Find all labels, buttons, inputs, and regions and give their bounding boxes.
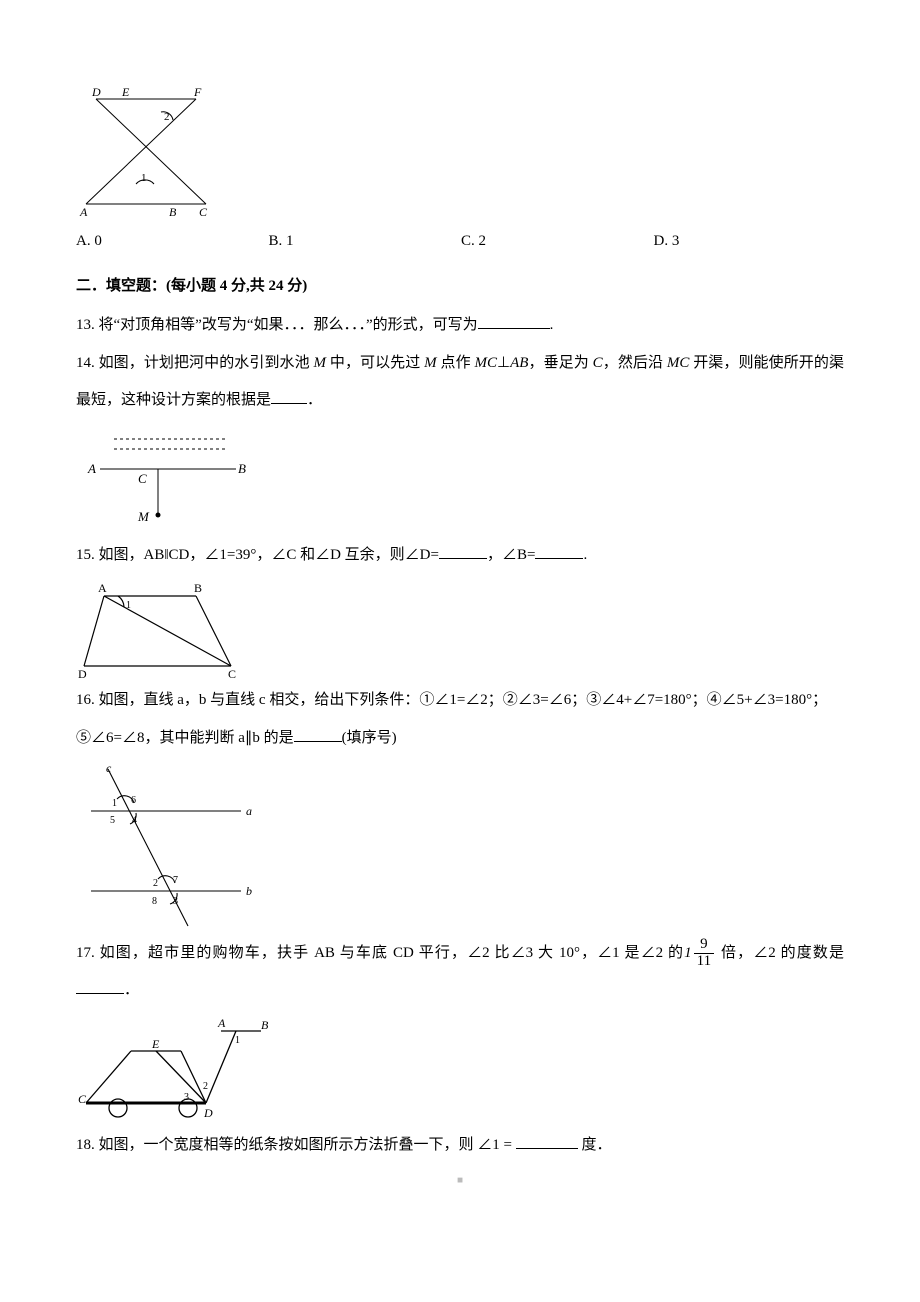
q14-label-C: C xyxy=(138,471,147,486)
q14-t1: 中，可以先过 xyxy=(326,355,424,371)
q16-a: a xyxy=(246,804,252,818)
q17-mid: 倍，∠2 的度数是 xyxy=(716,945,844,961)
q16-n6: 6 xyxy=(131,795,136,806)
q15-svg: A B D C 1 xyxy=(76,578,246,678)
label-B: B xyxy=(169,205,177,219)
q15-blank2[interactable] xyxy=(535,545,583,559)
opt-D: D. 3 xyxy=(654,223,847,260)
q12-options: A. 0 B. 1 C. 2 D. 3 xyxy=(76,223,846,260)
q14-svg: A B C M xyxy=(76,423,256,533)
q16-b: b xyxy=(246,884,252,898)
q18-angle: ∠1 = xyxy=(477,1137,512,1153)
q14-AB: AB xyxy=(510,355,528,371)
q15-angle1: 1 xyxy=(126,600,131,611)
q13-blank[interactable] xyxy=(478,315,550,329)
q17-num: 9 xyxy=(694,937,714,954)
q18: 18. 如图，一个宽度相等的纸条按如图所示方法折叠一下，则 ∠1 = 度． xyxy=(76,1127,844,1164)
q17-C: C xyxy=(78,1092,87,1106)
q18-post: 度． xyxy=(578,1137,612,1153)
q17-den: 11 xyxy=(694,954,714,970)
q17-one: 1 xyxy=(684,945,692,961)
q17-post: ． xyxy=(124,982,139,998)
q15-figure: A B D C 1 xyxy=(76,578,844,678)
q12-figure: D E F A B C 1 2 xyxy=(76,84,844,219)
q17-svg: A B C D E 1 2 3 xyxy=(76,1013,276,1123)
q16-l2post: (填序号) xyxy=(342,730,397,746)
q16-n3: 3 xyxy=(173,896,178,907)
q17-n1: 1 xyxy=(235,1035,240,1046)
opt-C: C. 2 xyxy=(461,223,654,260)
q18-blank[interactable] xyxy=(516,1135,578,1149)
q14-label-M: M xyxy=(137,509,150,524)
q16-line1: 16. 如图，直线 a，b 与直线 c 相交，给出下列条件：①∠1=∠2；②∠3… xyxy=(76,682,844,719)
q14-t3: ，垂足为 xyxy=(528,355,592,371)
q15-p1: ，∠B= xyxy=(487,547,535,563)
q14-label-B: B xyxy=(238,461,246,476)
q14-M2: M xyxy=(424,355,437,371)
q14-t4: ，然后沿 xyxy=(603,355,667,371)
q12-svg: D E F A B C 1 2 xyxy=(76,84,216,219)
q14-MC2: MC xyxy=(667,355,690,371)
q17-blank[interactable] xyxy=(76,980,124,994)
q15-B: B xyxy=(194,581,202,595)
label-C: C xyxy=(199,205,208,219)
q16-figure: c a b 1 6 5 4 2 7 8 3 xyxy=(76,761,844,931)
q16-n7: 7 xyxy=(173,875,178,886)
q17-pre: 17. 如图，超市里的购物车，扶手 AB 与车底 CD 平行，∠2 比∠3 大 … xyxy=(76,945,684,961)
q17-D: D xyxy=(203,1106,213,1120)
q16-line2: ⑤∠6=∠8，其中能判断 a∥b 的是 (填序号) xyxy=(76,720,844,757)
q14-t0: 14. 如图，计划把河中的水引到水池 xyxy=(76,355,314,371)
q13-post: . xyxy=(550,317,554,333)
q14-t2: 点作 xyxy=(437,355,475,371)
page-mark: ■ xyxy=(76,1169,844,1194)
q13-text: 13. 将“对顶角相等”改写为“如果．．．那么．．．”的形式，可写为 xyxy=(76,317,478,333)
q17-E: E xyxy=(151,1037,160,1051)
q16-n4: 4 xyxy=(132,815,137,826)
q16-l2pre: ⑤∠6=∠8，其中能判断 a∥b 的是 xyxy=(76,730,294,746)
q14-perp: ⊥ xyxy=(497,355,510,371)
q15-p0: 15. 如图，AB‖CD，∠1=39°，∠C 和∠D 互余，则∠D= xyxy=(76,547,439,563)
q17-n3: 3 xyxy=(184,1092,189,1103)
q17-B: B xyxy=(261,1018,269,1032)
q14-M1: M xyxy=(314,355,327,371)
q15-C: C xyxy=(228,667,236,678)
q14-C: C xyxy=(593,355,603,371)
q17-frac: 911 xyxy=(694,937,714,970)
q14-label-A: A xyxy=(87,461,96,476)
q16-c: c xyxy=(106,761,112,775)
label-E: E xyxy=(121,85,130,99)
q17-figure: A B C D E 1 2 3 xyxy=(76,1013,844,1123)
label-A: A xyxy=(79,205,88,219)
q16-n1: 1 xyxy=(112,798,117,809)
q14: 14. 如图，计划把河中的水引到水池 M 中，可以先过 M 点作 MC⊥AB，垂… xyxy=(76,345,844,419)
q15-p2: . xyxy=(583,547,587,563)
q16-n5: 5 xyxy=(110,815,115,826)
q17: 17. 如图，超市里的购物车，扶手 AB 与车底 CD 平行，∠2 比∠3 大 … xyxy=(76,935,844,1009)
label-F: F xyxy=(193,85,202,99)
opt-B: B. 1 xyxy=(269,223,462,260)
q15-D: D xyxy=(78,667,87,678)
q15: 15. 如图，AB‖CD，∠1=39°，∠C 和∠D 互余，则∠D= ，∠B=. xyxy=(76,537,844,574)
section-2-title: 二．填空题：(每小题 4 分,共 24 分) xyxy=(76,268,844,305)
q13: 13. 将“对顶角相等”改写为“如果．．．那么．．．”的形式，可写为. xyxy=(76,307,844,344)
q16-n2: 2 xyxy=(153,878,158,889)
q14-figure: A B C M xyxy=(76,423,844,533)
q15-A: A xyxy=(98,581,107,595)
q14-MC1: MC xyxy=(475,355,498,371)
q16-n8: 8 xyxy=(152,896,157,907)
q14-post: ． xyxy=(307,392,322,408)
q17-A: A xyxy=(217,1016,226,1030)
q15-blank1[interactable] xyxy=(439,545,487,559)
angle-1: 1 xyxy=(141,172,147,184)
q16-svg: c a b 1 6 5 4 2 7 8 3 xyxy=(76,761,266,931)
q14-blank[interactable] xyxy=(271,391,307,405)
label-D: D xyxy=(91,85,101,99)
opt-A: A. 0 xyxy=(76,223,269,260)
q16-blank[interactable] xyxy=(294,729,342,743)
q18-pre: 18. 如图，一个宽度相等的纸条按如图所示方法折叠一下，则 xyxy=(76,1137,477,1153)
q17-n2: 2 xyxy=(203,1081,208,1092)
angle-2: 2 xyxy=(164,111,170,123)
